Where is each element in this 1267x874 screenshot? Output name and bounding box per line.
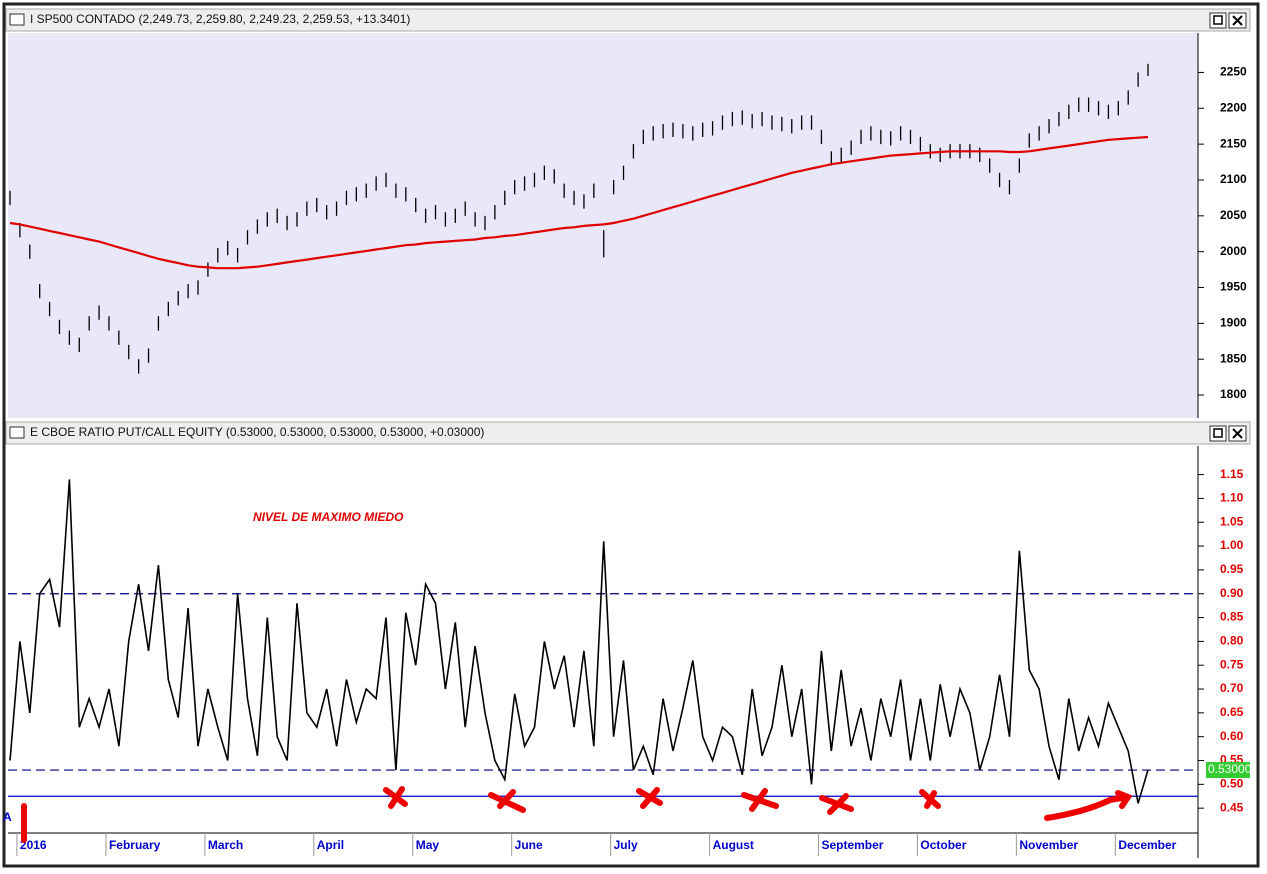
title-bar <box>5 421 1251 445</box>
y-tick-label: 0.75 <box>1220 657 1244 671</box>
y-tick-label: 0.70 <box>1220 681 1244 695</box>
x-tick-label: July <box>614 838 638 852</box>
y-tick-label: 1850 <box>1220 351 1247 365</box>
pane-title: I SP500 CONTADO (2,249.73, 2,259.80, 2,2… <box>30 12 410 26</box>
x-tick-label: March <box>208 838 243 852</box>
y-tick-label: 2000 <box>1220 244 1247 258</box>
x-tick-label: April <box>317 838 344 852</box>
last-value-box <box>1206 762 1250 779</box>
x-tick-label: October <box>920 838 966 852</box>
maximize-icon <box>1213 428 1223 438</box>
y-tick-label: 0.95 <box>1220 562 1244 576</box>
y-tick-label: 1900 <box>1220 316 1247 330</box>
x-tick-label: May <box>416 838 440 852</box>
y-tick-label: 1.00 <box>1220 538 1244 552</box>
close-icon <box>1232 428 1243 439</box>
y-tick-label: 1.15 <box>1220 467 1244 481</box>
x-tick-label: September <box>821 838 883 852</box>
y-tick-label: 2100 <box>1220 172 1247 186</box>
maximize-icon <box>1213 15 1223 25</box>
pane-icon <box>9 13 25 26</box>
last-value-label: 0.53000 <box>1208 762 1252 776</box>
y-tick-label: 2200 <box>1220 100 1247 114</box>
y-tick-label: 2150 <box>1220 136 1247 150</box>
y-tick-label: 0.65 <box>1220 705 1244 719</box>
close-icon <box>1232 15 1243 26</box>
hand-marks <box>21 786 1133 843</box>
x-tick-label: August <box>713 838 754 852</box>
plot-layer: 1800 1850 1900 1950 2000 2050 2100 2150 2200 2250… <box>3 33 1252 858</box>
plot-background <box>8 446 1198 832</box>
y-tick-label: 0.90 <box>1220 586 1244 600</box>
x-tick-label: February <box>109 838 161 852</box>
y-tick-label: 1800 <box>1220 387 1247 401</box>
pane-title: E CBOE RATIO PUT/CALL EQUITY (0.53000, 0… <box>30 425 484 439</box>
y-tick-label: 0.45 <box>1220 800 1244 814</box>
y-tick-label: 1.10 <box>1220 491 1244 505</box>
pane-icon <box>9 426 25 439</box>
y-tick-label: 0.50 <box>1220 777 1244 791</box>
edge-text: A <box>3 810 12 824</box>
x-tick-label: 2016 <box>20 838 47 852</box>
y-tick-label: 0.85 <box>1220 610 1244 624</box>
moving-average <box>9 135 1149 270</box>
x-tick-label: December <box>1118 838 1176 852</box>
y-tick-label: 1.05 <box>1220 514 1244 528</box>
x-tick-label: November <box>1019 838 1078 852</box>
ratio-line <box>9 479 1149 804</box>
y-tick-label: 1950 <box>1220 280 1247 294</box>
title-bar <box>5 8 1251 32</box>
y-tick-label: 0.80 <box>1220 634 1244 648</box>
x-tick-label: June <box>515 838 543 852</box>
y-tick-label: 2250 <box>1220 65 1247 79</box>
y-tick-label: 0.60 <box>1220 729 1244 743</box>
annotation: NIVEL DE MAXIMO MIEDO <box>253 510 404 524</box>
y-tick-label: 2050 <box>1220 208 1247 222</box>
